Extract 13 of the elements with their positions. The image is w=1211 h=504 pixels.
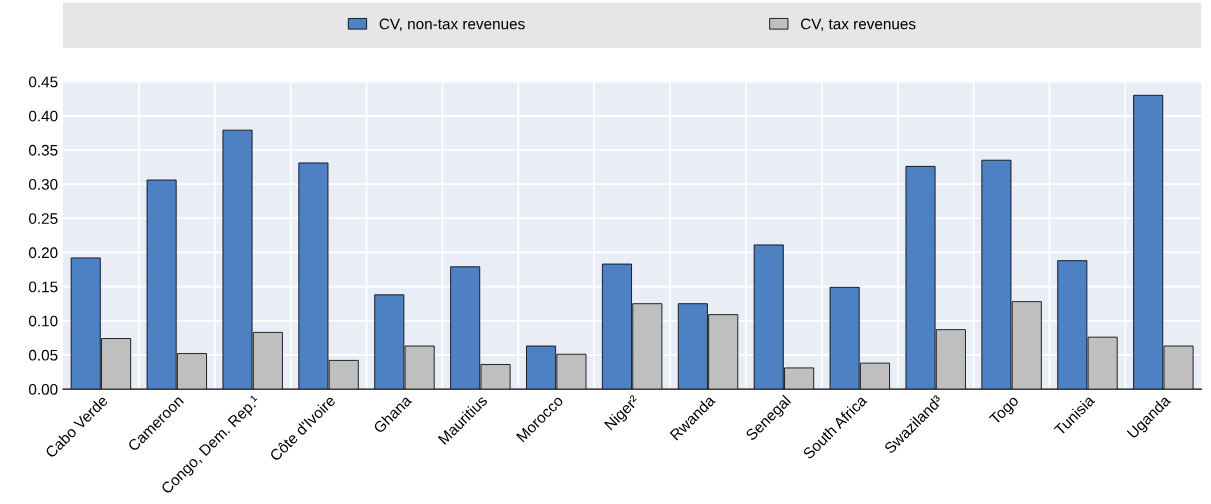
legend-label: CV, tax revenues (800, 18, 916, 32)
x-tick-label: Togo (988, 394, 1022, 428)
y-tick-label: 0.45 (28, 76, 58, 88)
y-tick-label: 0.25 (28, 213, 58, 224)
y-tick-label: 0.40 (28, 110, 58, 122)
y-tick-label: 0.10 (28, 315, 58, 327)
y-tick-label: 0.15 (28, 281, 58, 293)
y-tick-label: 0.00 (28, 383, 58, 395)
y-tick-label: 0.05 (28, 349, 58, 361)
y-tick-label: 0.30 (28, 179, 58, 190)
y-tick-label: 0.35 (28, 144, 58, 156)
legend-label: CV, non-tax revenues (379, 18, 525, 32)
y-tick-label: 0.20 (28, 247, 58, 259)
